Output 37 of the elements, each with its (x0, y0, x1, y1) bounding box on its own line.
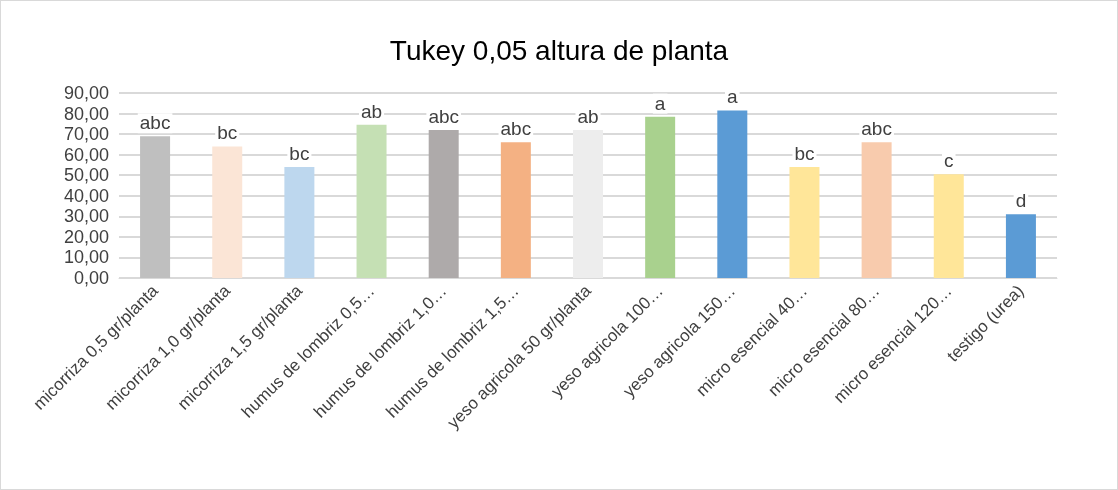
y-tick-label: 70,00 (63, 124, 109, 145)
bar (1005, 214, 1036, 278)
bar (212, 146, 243, 278)
annotation: c (944, 150, 954, 172)
chart-title: Tukey 0,05 altura de planta (389, 34, 729, 66)
bar (861, 142, 892, 278)
y-tick-label: 60,00 (63, 144, 109, 165)
bar (645, 116, 676, 278)
y-tick-label: 80,00 (63, 103, 109, 124)
annotation: bc (289, 143, 310, 164)
annotation: ab (577, 106, 599, 127)
bar (428, 130, 459, 278)
y-tick-label: 90,00 (63, 83, 109, 103)
annotation: abc (861, 118, 892, 140)
bar (573, 130, 603, 278)
annotation: d (1015, 190, 1027, 212)
bar (717, 110, 748, 278)
annotation: abc (500, 118, 532, 140)
y-tick-label: 20,00 (63, 226, 109, 247)
bar (500, 142, 531, 278)
annotation: bc (217, 122, 238, 144)
bar (789, 167, 820, 278)
bar (284, 167, 315, 278)
y-tick-label: 50,00 (63, 165, 109, 186)
y-tick-label: 40,00 (63, 185, 109, 206)
annotation: ab (360, 100, 383, 122)
annotation: bc (794, 143, 815, 164)
annotation: abc (139, 112, 171, 134)
bar (933, 174, 964, 278)
annotation: a (727, 86, 739, 108)
annotation: abc (428, 106, 460, 127)
y-tick-label: 0,00 (73, 268, 109, 288)
bar (140, 136, 171, 278)
y-tick-label: 10,00 (63, 247, 109, 268)
annotation: a (654, 92, 666, 114)
y-tick-label: 30,00 (63, 206, 109, 227)
bar (356, 124, 387, 278)
